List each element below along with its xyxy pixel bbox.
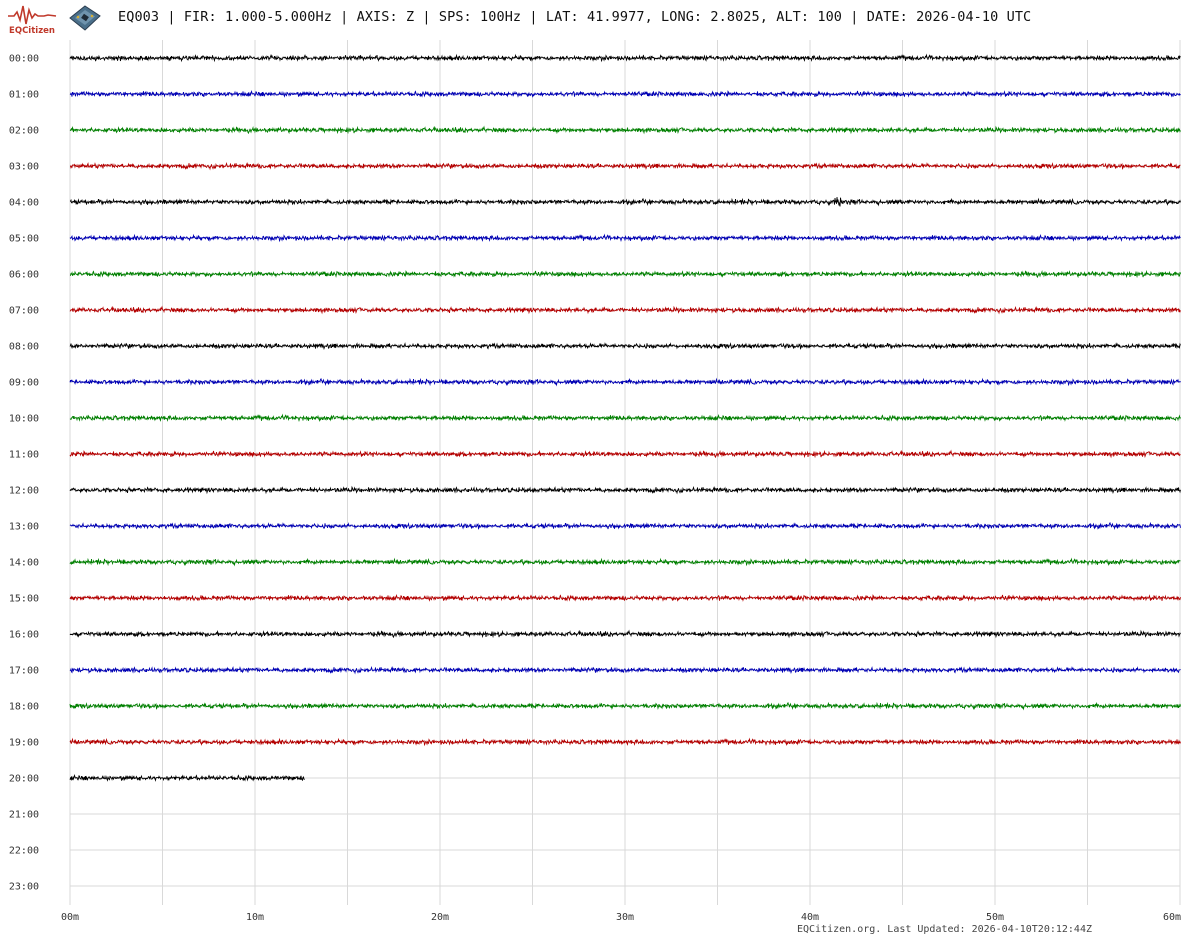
seismic-trace-0300 <box>70 161 1181 171</box>
hour-label: 14:00 <box>9 558 39 569</box>
hour-label: 02:00 <box>9 126 39 137</box>
seismic-trace-0600 <box>69 269 1181 279</box>
seismic-trace-1300 <box>69 521 1181 530</box>
minute-tick-label: 10m <box>246 912 264 923</box>
hour-label: 11:00 <box>9 450 39 461</box>
hour-label: 07:00 <box>9 306 39 317</box>
minute-tick-label: 30m <box>616 912 634 923</box>
hour-label: 06:00 <box>9 270 39 281</box>
hour-label: 21:00 <box>9 810 39 821</box>
seismic-trace-1200 <box>69 485 1181 495</box>
station-header-title: EQ003 | FIR: 1.000-5.000Hz | AXIS: Z | S… <box>118 9 1032 25</box>
seismic-trace-1800 <box>69 701 1181 711</box>
minute-tick-label: 40m <box>801 912 819 923</box>
seismic-trace-1900 <box>69 737 1181 747</box>
hour-label: 20:00 <box>9 774 39 785</box>
logo-text: EQCitizen <box>9 26 55 36</box>
minute-tick-label: 20m <box>431 912 449 923</box>
minute-tick-label: 00m <box>61 912 79 923</box>
hour-label: 00:00 <box>9 54 39 65</box>
seismic-trace-0100 <box>69 90 1181 98</box>
hour-label: 13:00 <box>9 522 39 533</box>
hour-label: 09:00 <box>9 378 39 389</box>
seismic-trace-1500 <box>69 594 1181 602</box>
minute-labels: 00m 10m 20m 30m 40m 50m 60m <box>61 912 1181 923</box>
seismic-trace-0900 <box>69 377 1181 387</box>
hour-label: 23:00 <box>9 882 39 893</box>
seismic-trace-0400 <box>69 197 1181 207</box>
hour-label: 01:00 <box>9 90 39 101</box>
hour-label: 16:00 <box>9 630 39 641</box>
sensor-board-icon <box>69 5 101 31</box>
hour-label: 08:00 <box>9 342 39 353</box>
seismic-trace-1600 <box>69 629 1181 639</box>
hour-label: 22:00 <box>9 846 39 857</box>
seismic-trace-0000 <box>69 53 1181 63</box>
seismic-trace-1000 <box>69 413 1181 423</box>
hour-label: 03:00 <box>9 162 39 173</box>
hour-label: 15:00 <box>9 594 39 605</box>
seismic-trace-0700 <box>69 305 1181 315</box>
seismic-trace-0800 <box>69 342 1181 350</box>
logo-seismogram-icon <box>8 5 57 25</box>
minute-tick-label: 50m <box>986 912 1004 923</box>
hour-label: 19:00 <box>9 738 39 749</box>
seismic-trace-1700 <box>69 665 1181 675</box>
grid-lines <box>69 40 1181 905</box>
seismic-trace-1100 <box>69 449 1181 459</box>
last-updated-note: EQCitizen.org. Last Updated: 2026-04-10T… <box>796 924 1092 935</box>
seismic-trace-2000 <box>69 774 305 782</box>
hour-label: 17:00 <box>9 666 39 677</box>
hour-label: 18:00 <box>9 702 39 713</box>
hour-label: 05:00 <box>9 234 39 245</box>
hour-label: 10:00 <box>9 414 39 425</box>
eqcitizen-logo: EQCitizen <box>8 5 57 36</box>
hour-label: 04:00 <box>9 198 39 209</box>
minute-tick-label: 60m <box>1163 912 1181 923</box>
trace-layer <box>69 53 1181 782</box>
seismic-trace-1400 <box>69 557 1181 567</box>
hour-label: 12:00 <box>9 486 39 497</box>
seismic-trace-0200 <box>69 125 1181 135</box>
seismic-trace-0500 <box>69 233 1181 243</box>
hour-labels: 00:00 01:00 02:00 03:00 04:00 05:00 06:00 07:00… <box>9 54 39 893</box>
